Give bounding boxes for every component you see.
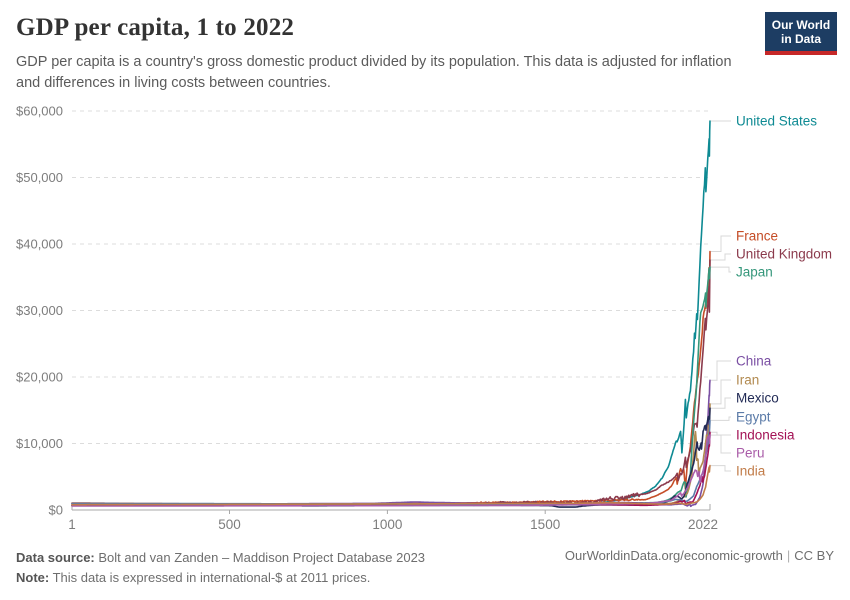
y-tick-label: $60,000 <box>16 104 63 119</box>
series-label-france[interactable]: France <box>736 229 778 244</box>
citation-license[interactable]: CC BY <box>794 548 834 563</box>
series-label-iran[interactable]: Iran <box>736 373 759 388</box>
series-line-japan[interactable] <box>301 266 711 507</box>
series-line-mexico[interactable] <box>71 407 711 508</box>
y-tick-label: $0 <box>49 503 63 518</box>
series-label-peru[interactable]: Peru <box>736 446 765 461</box>
data-source-label: Data source: <box>16 550 95 565</box>
y-tick-label: $40,000 <box>16 237 63 252</box>
note-line: Note: This data is expressed in internat… <box>16 568 425 588</box>
y-tick-label: $10,000 <box>16 436 63 451</box>
label-leader-line-china <box>711 360 731 381</box>
series-line-china[interactable] <box>71 379 711 508</box>
footer: Data source: Bolt and van Zanden – Maddi… <box>16 548 425 588</box>
owid-logo[interactable]: Our World in Data <box>765 12 837 55</box>
data-source-line: Data source: Bolt and van Zanden – Maddi… <box>16 548 425 568</box>
series-label-japan[interactable]: Japan <box>736 265 773 280</box>
y-tick-label: $20,000 <box>16 370 63 385</box>
citation-divider: | <box>786 548 791 563</box>
x-tick-label: 500 <box>218 517 241 532</box>
label-leader-line-iran <box>711 379 731 405</box>
label-leader-line-united-kingdom <box>711 253 731 261</box>
x-tick-label: 1500 <box>530 517 560 532</box>
citation: OurWorldinData.org/economic-growth | CC BY <box>565 548 834 563</box>
data-source-text: Bolt and van Zanden – Maddison Project D… <box>94 550 426 565</box>
note-text: This data is expressed in international-… <box>49 570 371 585</box>
owid-logo-line-1: Our World <box>771 18 831 32</box>
label-leader-line-indonesia <box>711 431 731 436</box>
label-leader-line-peru <box>711 434 731 454</box>
series-line-france[interactable] <box>71 250 711 506</box>
series-line-india[interactable] <box>71 464 711 506</box>
series-label-india[interactable]: India <box>736 464 766 479</box>
series-line-egypt[interactable] <box>71 419 711 506</box>
page-subtitle: GDP per capita is a country's gross dome… <box>16 52 732 94</box>
citation-link[interactable]: OurWorldinData.org/economic-growth <box>564 548 783 563</box>
x-tick-label: 1 <box>68 517 76 532</box>
series-line-iran[interactable] <box>71 403 711 506</box>
label-leader-line-india <box>711 465 731 472</box>
note-label: Note: <box>16 570 50 585</box>
page-subtitle-line-1: GDP per capita is a country's gross dome… <box>16 54 732 70</box>
label-leader-line-egypt <box>711 416 731 421</box>
series-label-china[interactable]: China <box>736 354 772 369</box>
x-tick-label: 1000 <box>372 517 402 532</box>
y-tick-label: $30,000 <box>16 303 63 318</box>
label-leader-line-japan <box>711 266 731 273</box>
series-label-indonesia[interactable]: Indonesia <box>736 428 795 443</box>
page-subtitle-line-2: and differences in living costs between … <box>16 75 331 91</box>
y-tick-label: $50,000 <box>16 170 63 185</box>
x-tick-label: 2022 <box>688 517 718 532</box>
label-leader-line-france <box>711 235 731 252</box>
series-line-united-kingdom[interactable] <box>71 259 711 507</box>
owid-logo-line-2: in Data <box>780 32 821 46</box>
label-leader-line-mexico <box>711 397 731 409</box>
series-label-united-states[interactable]: United States <box>736 114 817 129</box>
series-label-egypt[interactable]: Egypt <box>736 410 771 425</box>
series-label-united-kingdom[interactable]: United Kingdom <box>736 247 832 262</box>
page-title: GDP per capita, 1 to 2022 <box>16 14 295 41</box>
series-label-mexico[interactable]: Mexico <box>736 391 779 406</box>
series-line-peru[interactable] <box>71 434 711 507</box>
